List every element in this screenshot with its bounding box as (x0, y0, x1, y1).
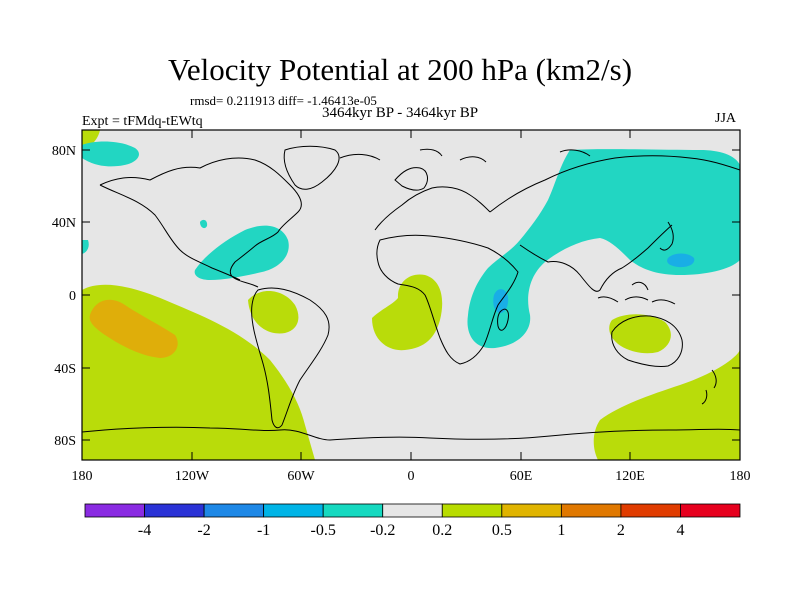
indonesia-coast (597, 281, 676, 305)
lon-label-180w: 180 (72, 469, 93, 484)
asia-coast (489, 155, 740, 292)
colorbar-swatch (263, 503, 324, 518)
arctic-negative-region (82, 141, 139, 167)
colorbar-swatch (144, 503, 205, 518)
colorbar-swatch (620, 503, 681, 518)
colorbar-swatch (203, 503, 265, 518)
colorbar-swatch (560, 503, 622, 518)
colorbar (84, 503, 741, 518)
rmsd-diff-stats: rmsd= 0.211913 diff= -1.46413e-05 (190, 93, 377, 108)
colorbar-tick-label: 4 (676, 522, 684, 539)
plot-title: Velocity Potential at 200 hPa (km2/s) (167, 52, 633, 87)
north-america-coast (99, 157, 302, 288)
atlantic-africa-positive-region (372, 274, 443, 351)
madagascar-coast (497, 308, 509, 331)
east-atlantic-edge-negative (82, 240, 89, 254)
colorbar-tick-label: -0.5 (311, 522, 336, 539)
lon-label-0: 0 (408, 469, 415, 484)
new-zealand-coast (701, 369, 717, 405)
lon-label-60w: 60W (287, 469, 315, 484)
colorbar-tick-label: -1 (257, 522, 270, 539)
plot-subtitle: 3464kyr BP - 3464kyr BP (322, 105, 479, 121)
colorbar-tick-label: 2 (617, 522, 625, 539)
colorbar-tick-label: -0.2 (370, 522, 395, 539)
colorbar-swatch (501, 503, 562, 518)
central-pacific-strong-positive (89, 299, 178, 358)
colorbar-labels: -4 -2 -1 -0.5 -0.2 0.2 0.5 1 2 4 (138, 522, 685, 539)
colorbar-swatch (441, 503, 503, 518)
south-america-coast (251, 287, 330, 429)
lon-label-180e: 180 (730, 469, 751, 484)
colorbar-swatch (84, 503, 145, 518)
africa-coast (376, 234, 519, 365)
lat-label-80n: 80N (52, 144, 76, 159)
coastlines (82, 145, 740, 441)
lon-label-120w: 120W (175, 469, 210, 484)
small-atlantic-negative (200, 219, 208, 229)
greenland-coast (283, 145, 340, 190)
colorbar-swatch (322, 503, 384, 518)
australia-positive-region (609, 314, 671, 354)
colorbar-tick-label: -4 (138, 522, 151, 539)
west-pacific-strong-negative (667, 253, 695, 268)
colorbar-swatch (680, 503, 741, 518)
lat-label-40s: 40S (54, 362, 76, 377)
lat-label-80s: 80S (54, 434, 76, 449)
colorbar-tick-label: -2 (197, 522, 210, 539)
north-pacific-small-positive (82, 130, 100, 148)
europe-coast (374, 167, 491, 231)
asia-indian-ocean-negative-region (467, 149, 740, 349)
colorbar-tick-label: 1 (557, 522, 565, 539)
longitude-ticks (81, 130, 741, 460)
lon-label-60e: 60E (510, 469, 533, 484)
japan-coast (659, 221, 674, 251)
colorbar-tick-label: 0.5 (492, 522, 512, 539)
season-label: JJA (715, 111, 737, 126)
lon-label-120e: 120E (615, 469, 645, 484)
latitude-ticks (82, 149, 740, 441)
antarctic-pacific-positive-region (593, 350, 740, 460)
map-field (82, 130, 740, 460)
antarctica-coast (82, 426, 740, 441)
experiment-label: Expt = tFMdq-tEWtq (82, 114, 203, 129)
south-america-positive-region (248, 290, 299, 334)
lat-label-40n: 40N (52, 216, 76, 231)
colorbar-swatch (382, 503, 443, 518)
arctic-islands-coast (339, 148, 591, 163)
lat-label-0: 0 (69, 289, 76, 304)
australia-coast (611, 315, 683, 367)
colorbar-tick-label: 0.2 (432, 522, 452, 539)
